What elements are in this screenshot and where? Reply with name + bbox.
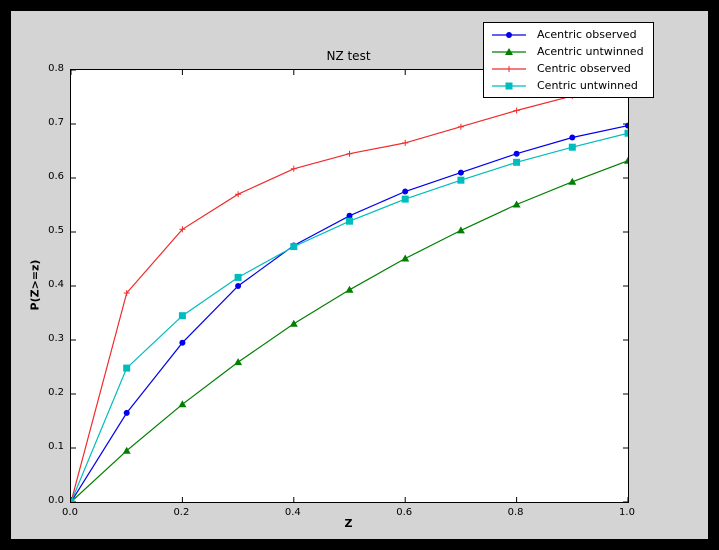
legend-line-sample — [492, 47, 526, 55]
y-tick-label: 0.5 — [48, 225, 64, 236]
legend-line-sample — [492, 31, 526, 38]
y-tick-label: 0.1 — [48, 441, 64, 452]
legend-label: Acentric observed — [537, 28, 637, 41]
y-tick-label: 0.8 — [48, 63, 64, 74]
x-tick-label: 0.0 — [62, 507, 78, 518]
y-tick-label: 0.2 — [48, 387, 64, 398]
x-axis-label: Z — [344, 517, 353, 530]
x-tick-label: 0.2 — [173, 507, 190, 518]
legend-item: Acentric untwinned — [490, 45, 644, 58]
y-tick-label: 0.3 — [48, 333, 64, 344]
legend-label: Centric untwinned — [537, 79, 638, 92]
plot-area — [70, 69, 629, 503]
legend-item: Centric observed — [490, 62, 644, 75]
figure-canvas: NZ test P(Z>=z) Z Acentric observed Acent… — [11, 11, 708, 539]
y-tick-label: 0.0 — [48, 495, 64, 506]
plot-svg — [71, 70, 628, 502]
legend-item: Centric untwinned — [490, 79, 644, 92]
y-tick-label: 0.4 — [48, 279, 64, 290]
chart-title: NZ test — [326, 49, 371, 63]
legend-line-sample — [492, 65, 526, 72]
x-tick-label: 1.0 — [619, 507, 635, 518]
y-tick-label: 0.7 — [48, 117, 64, 128]
legend-label: Centric observed — [537, 62, 631, 75]
x-tick-label: 0.6 — [396, 507, 413, 518]
legend-label: Acentric untwinned — [537, 45, 644, 58]
x-tick-label: 0.8 — [507, 507, 524, 518]
legend-line-sample — [492, 82, 526, 89]
legend: Acentric observed Acentric untwinned Centr… — [483, 22, 654, 98]
y-tick-label: 0.6 — [48, 171, 64, 182]
x-tick-label: 0.4 — [284, 507, 301, 518]
legend-item: Acentric observed — [490, 28, 644, 41]
